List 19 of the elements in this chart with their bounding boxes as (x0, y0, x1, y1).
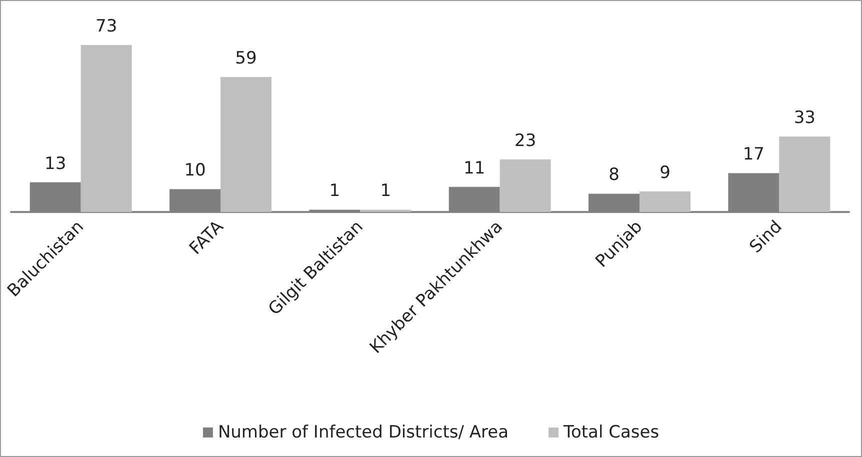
data-label: 1 (380, 181, 392, 202)
data-label: 23 (514, 130, 536, 151)
data-label: 1 (329, 181, 340, 202)
data-label: 73 (96, 16, 118, 37)
bar (779, 136, 830, 212)
data-label: 11 (464, 158, 486, 178)
data-label: 8 (608, 165, 620, 186)
bar (500, 159, 551, 212)
data-label: 59 (235, 48, 257, 69)
bar (220, 77, 272, 212)
bar (640, 191, 690, 212)
data-label: 9 (660, 162, 670, 183)
data-label: 13 (44, 154, 66, 174)
bar (80, 45, 132, 212)
data-label: 33 (794, 108, 816, 128)
legend-label: Total Cases (562, 422, 660, 442)
data-label: 17 (742, 144, 764, 165)
data-label: 10 (184, 160, 206, 181)
legend-label: Number of Infected Districts/ Area (218, 422, 509, 442)
